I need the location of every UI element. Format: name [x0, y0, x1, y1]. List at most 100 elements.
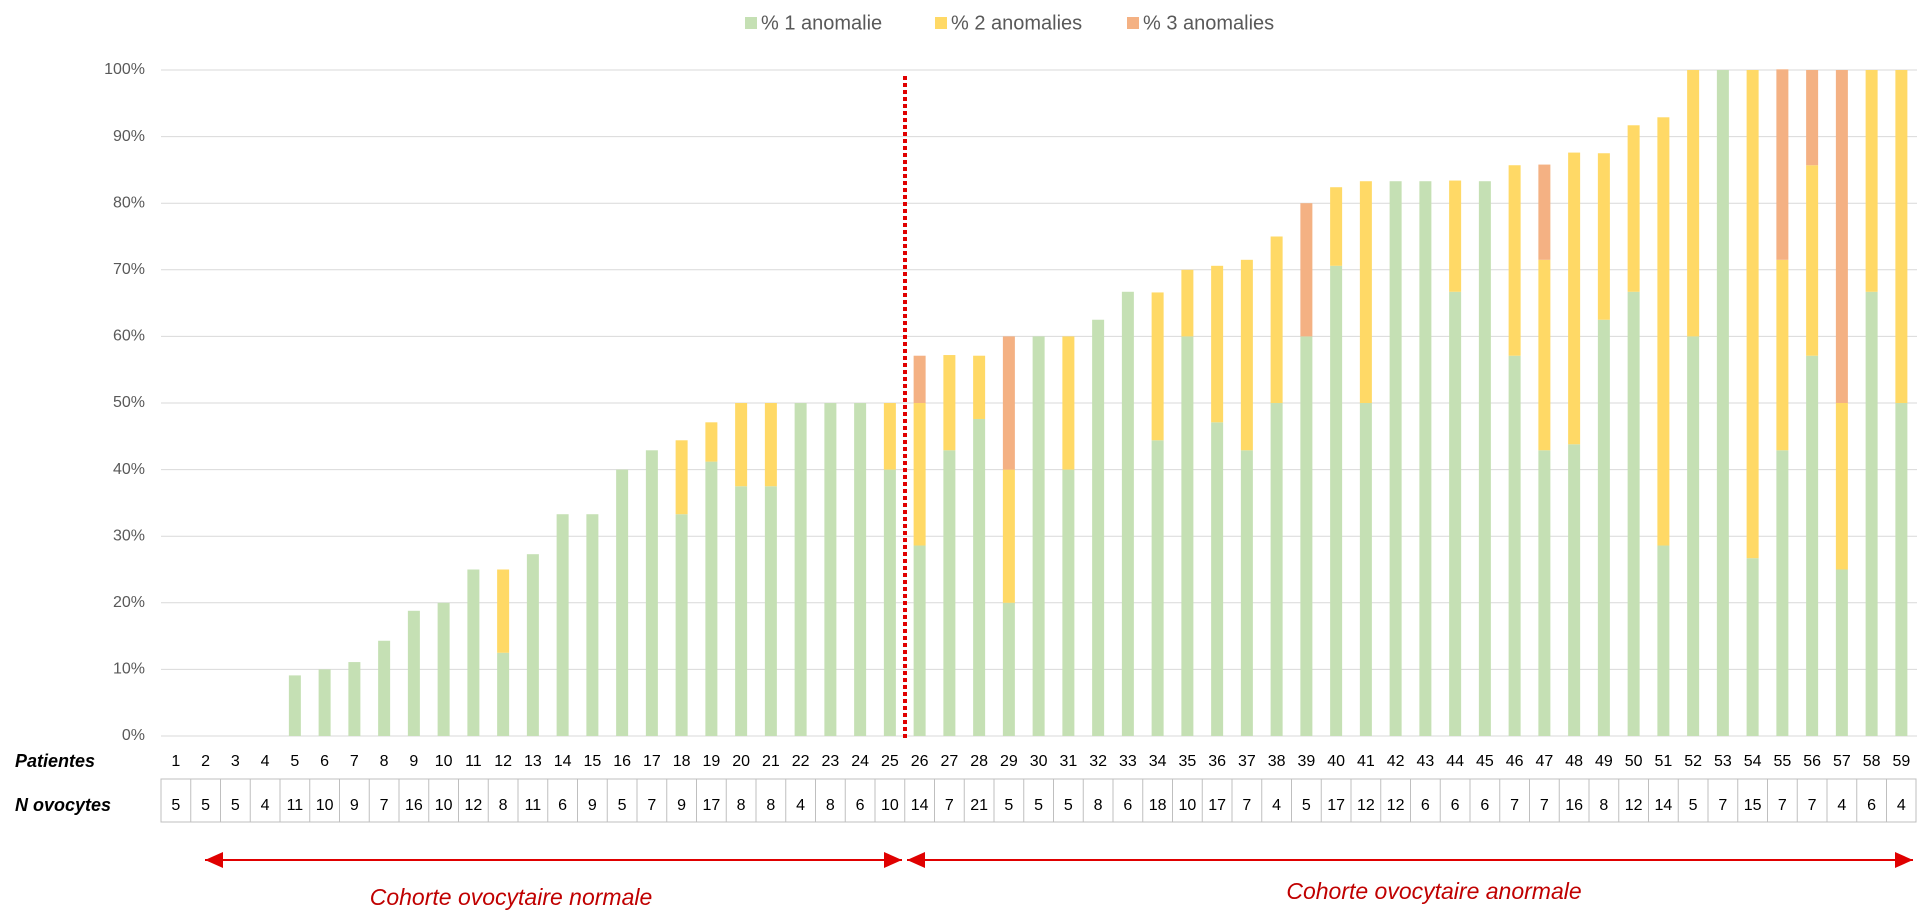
x-tick-label: 18	[673, 753, 691, 770]
bar	[1092, 319, 1105, 736]
bar	[1389, 181, 1402, 737]
bar	[1835, 569, 1848, 736]
bar	[645, 450, 658, 736]
bar	[1865, 70, 1878, 292]
x-tick-label: 2	[201, 753, 210, 770]
bar	[1478, 181, 1491, 737]
n-ovocytes: 15	[1744, 797, 1762, 814]
n-ovocytes: 9	[350, 797, 359, 814]
x-tick-label: 55	[1773, 753, 1791, 770]
n-ovocytes: 7	[1718, 797, 1727, 814]
bar	[1687, 70, 1700, 337]
bar	[973, 355, 986, 419]
bar	[1181, 336, 1194, 736]
annotation: Cohorte ovocytaire anormale	[1286, 878, 1581, 904]
x-tick-label: 11	[465, 753, 482, 770]
bar	[437, 602, 450, 736]
bar	[348, 662, 361, 736]
x-tick-label: 54	[1744, 753, 1762, 770]
x-tick-label: 14	[554, 753, 572, 770]
x-tick-label: 58	[1863, 753, 1881, 770]
bar	[1508, 165, 1521, 356]
x-tick-label: 27	[940, 753, 958, 770]
x-tick-label: 17	[643, 753, 661, 770]
y-tick-label: 30%	[113, 527, 145, 544]
n-ovocytes: 7	[1540, 797, 1549, 814]
legend-label: % 3 anomalies	[1143, 12, 1274, 34]
x-tick-label: 42	[1387, 753, 1405, 770]
x-tick-label: 19	[702, 753, 720, 770]
n-ovocytes: 12	[1387, 797, 1405, 814]
bar	[497, 569, 510, 653]
bar	[1032, 336, 1045, 736]
y-tick-label: 50%	[113, 394, 145, 411]
bar	[1538, 259, 1551, 451]
x-tick-label: 51	[1654, 753, 1672, 770]
x-tick-label: 28	[970, 753, 988, 770]
x-tick-label: 43	[1416, 753, 1434, 770]
x-tick-label: 8	[380, 753, 389, 770]
n-ovocytes: 8	[499, 797, 508, 814]
bar	[1627, 291, 1640, 736]
n-ovocytes: 5	[1004, 797, 1013, 814]
bar	[764, 403, 777, 487]
n-ovocytes: 16	[1565, 797, 1583, 814]
bar	[378, 640, 391, 736]
bar	[1300, 203, 1313, 337]
n-ovocytes: 11	[287, 797, 304, 814]
n-ovocytes: 17	[1208, 797, 1226, 814]
x-tick-label: 35	[1178, 753, 1196, 770]
n-ovocytes: 10	[1178, 797, 1196, 814]
x-tick-label: 3	[231, 753, 240, 770]
bar	[1151, 440, 1164, 736]
x-tick-label: 39	[1297, 753, 1315, 770]
bar	[1240, 450, 1253, 736]
n-ovocytes: 4	[1897, 797, 1906, 814]
n-ovocytes: 6	[1480, 797, 1489, 814]
x-tick-label: 22	[792, 753, 810, 770]
bar	[1776, 69, 1789, 260]
n-ovocytes: 17	[702, 797, 720, 814]
bar	[913, 403, 926, 546]
bar	[1330, 187, 1343, 266]
x-tick-label: 57	[1833, 753, 1851, 770]
bar	[1746, 558, 1759, 736]
x-tick-label: 56	[1803, 753, 1821, 770]
n-ovocytes: 4	[1837, 797, 1846, 814]
x-tick-label: 21	[762, 753, 780, 770]
bar	[407, 610, 420, 736]
bar	[1538, 164, 1551, 260]
n-ovocytes: 7	[380, 797, 389, 814]
y-tick-label: 0%	[122, 727, 145, 744]
x-tick-label: 53	[1714, 753, 1732, 770]
x-tick-label: 59	[1892, 753, 1910, 770]
n-ovocytes: 21	[970, 797, 988, 814]
bar	[1508, 355, 1521, 736]
bar	[675, 514, 688, 736]
x-tick-label: 48	[1565, 753, 1583, 770]
x-tick-label: 23	[821, 753, 839, 770]
bar	[1181, 269, 1194, 337]
bar	[1776, 259, 1789, 451]
bar	[1270, 403, 1283, 736]
x-tick-label: 25	[881, 753, 899, 770]
n-ovocytes: 7	[945, 797, 954, 814]
n-ovocytes: 6	[558, 797, 567, 814]
n-ovocytes: 9	[677, 797, 686, 814]
n-ovocytes: 18	[1149, 797, 1167, 814]
y-tick-label: 10%	[113, 661, 145, 678]
bar	[1776, 450, 1789, 736]
bar	[1568, 444, 1581, 736]
legend-swatch	[1127, 17, 1139, 29]
n-ovocytes: 5	[618, 797, 627, 814]
bar	[735, 403, 748, 487]
n-ovocytes: 5	[231, 797, 240, 814]
x-tick-label: 50	[1625, 753, 1643, 770]
table-box	[160, 778, 1917, 823]
bar	[1330, 265, 1343, 736]
bar	[973, 418, 986, 736]
x-tick-label: 24	[851, 753, 869, 770]
x-tick-label: 31	[1059, 753, 1077, 770]
bar	[497, 652, 510, 736]
